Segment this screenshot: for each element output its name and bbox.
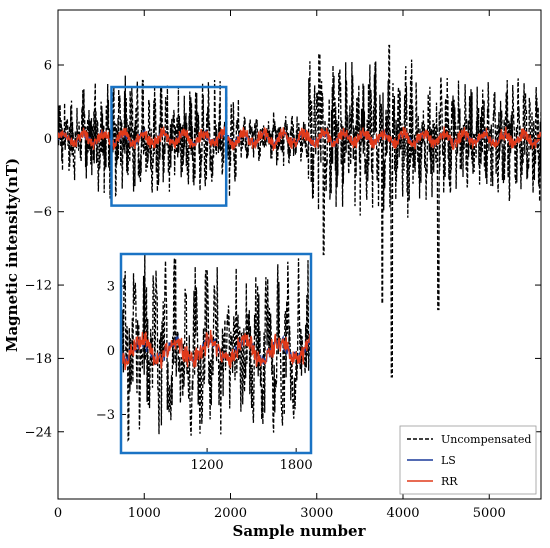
series-line-rr xyxy=(58,126,541,151)
x-axis-title: Sample number xyxy=(233,522,367,540)
inset-ticks: 1200 1800 3 0 −3 xyxy=(96,280,313,473)
x-tick-label: 2000 xyxy=(214,506,247,521)
x-tick-label: 4000 xyxy=(386,506,419,521)
main-series-lines xyxy=(58,44,541,378)
inset-y-tick-label: −3 xyxy=(96,408,115,423)
legend-label-uncompensated: Uncompensated xyxy=(441,433,531,446)
y-tick-label: −18 xyxy=(25,352,52,367)
x-tick-label: 1000 xyxy=(128,506,161,521)
inset-series-lines xyxy=(121,254,311,442)
y-tick-label: −24 xyxy=(25,425,52,440)
x-tick-label: 0 xyxy=(54,506,62,521)
inset-x-tick-label: 1200 xyxy=(191,458,224,473)
inset-x-tick-label: 1800 xyxy=(280,458,313,473)
main-ticks: 0 1000 2000 3000 4000 5000 6 0 −6 −12 −18 −24 xyxy=(25,10,541,521)
inset-y-tick-label: 3 xyxy=(107,280,115,295)
legend-label-rr: RR xyxy=(441,475,458,488)
legend: Uncompensated LS RR xyxy=(399,425,537,495)
y-axis-title: Magnetic intensity(nT) xyxy=(3,158,21,352)
y-tick-label: −6 xyxy=(33,205,52,220)
inset-plot: 1200 1800 3 0 −3 xyxy=(96,252,313,473)
inset-line-rr xyxy=(121,329,311,371)
y-tick-label: 6 xyxy=(44,59,52,74)
inset-y-tick-label: 0 xyxy=(107,344,115,359)
y-tick-label: −12 xyxy=(25,279,52,294)
inset-frame xyxy=(119,252,313,455)
x-tick-label: 5000 xyxy=(473,506,506,521)
x-tick-label: 3000 xyxy=(300,506,333,521)
highlight-box xyxy=(110,85,228,207)
legend-label-ls: LS xyxy=(441,454,456,467)
y-tick-label: 0 xyxy=(44,132,52,147)
